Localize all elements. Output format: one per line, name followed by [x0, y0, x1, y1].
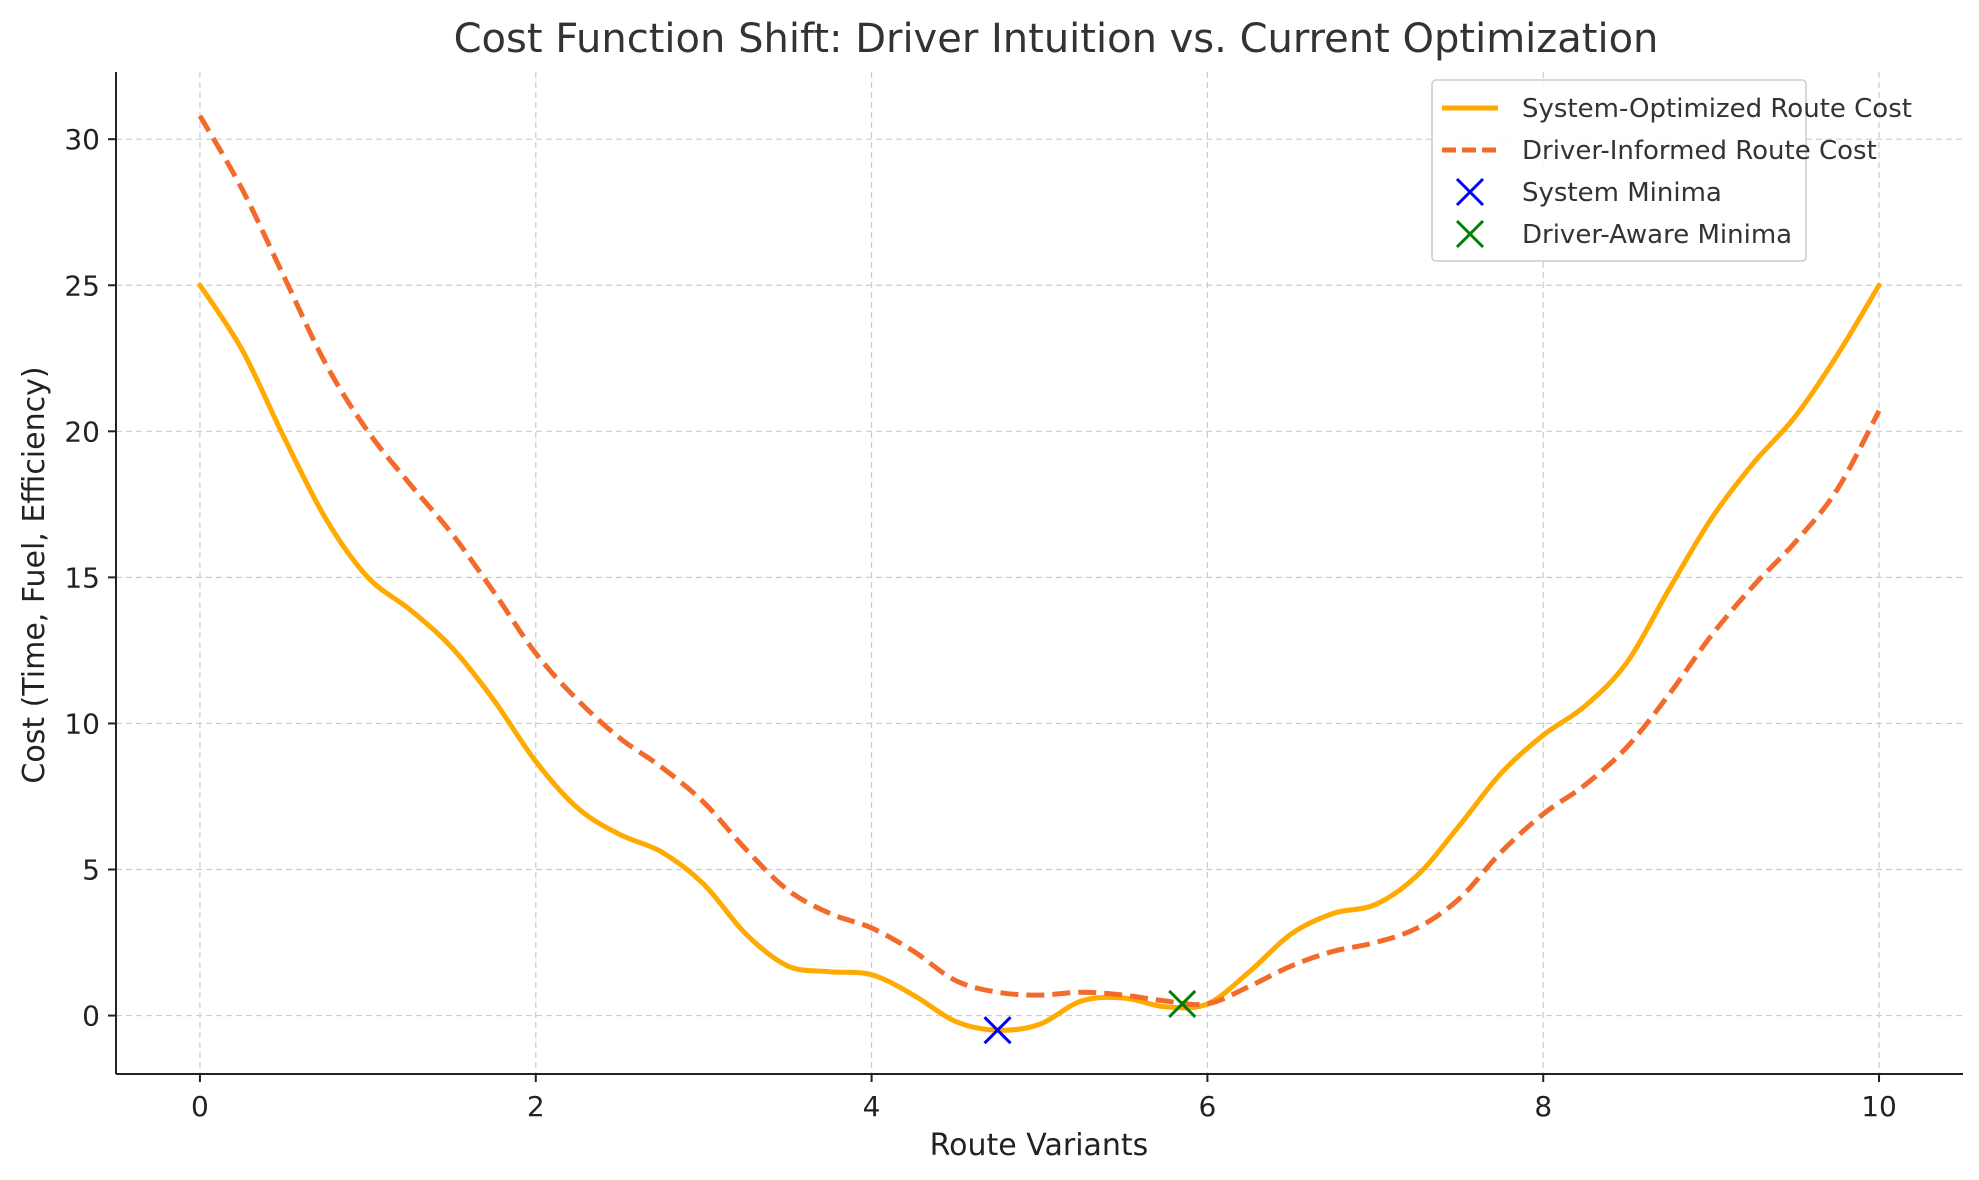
minima-markers	[983, 989, 1197, 1045]
legend-swatch	[1455, 219, 1485, 249]
y-tick-label: 10	[64, 707, 100, 740]
axes: 0 2 4 6 8 10 0 5 10 15 20 25 30	[64, 72, 1963, 1123]
y-tick-label: 5	[82, 854, 100, 887]
y-axis-label: Cost (Time, Fuel, Efficiency)	[17, 366, 52, 783]
legend-label: Driver-Aware Minima	[1522, 220, 1792, 250]
series-system-optimized-line	[197, 282, 1882, 1033]
x-tick-label: 4	[863, 1090, 881, 1123]
legend-label: System-Optimized Route Cost	[1522, 94, 1912, 124]
grid	[116, 72, 1963, 1074]
y-tick-label: 30	[64, 123, 100, 156]
y-tick-label: 0	[82, 1000, 100, 1033]
legend-box	[1431, 79, 1807, 262]
x-tick-label: 8	[1534, 1090, 1552, 1123]
y-tick-label: 15	[64, 561, 100, 594]
legend-item-system-optimized: System-Optimized Route Cost	[1442, 94, 1912, 124]
legend-item-system-minima: System Minima	[1455, 177, 1722, 208]
x-tick-label: 0	[191, 1090, 209, 1123]
y-tick-label: 20	[64, 415, 100, 448]
x-tick-label: 2	[527, 1090, 545, 1123]
y-tick-label: 25	[64, 269, 100, 302]
driver-aware-minima-marker	[1168, 989, 1197, 1018]
legend-item-driver-informed: Driver-Informed Route Cost	[1442, 136, 1877, 166]
series-driver-informed-line	[197, 114, 1882, 1008]
legend-label: System Minima	[1522, 178, 1722, 208]
series-group	[197, 114, 1882, 1033]
legend-label: Driver-Informed Route Cost	[1522, 136, 1877, 166]
chart-title: Cost Function Shift: Driver Intuition vs…	[454, 16, 1659, 62]
legend: System-Optimized Route Cost Driver-Inform…	[1431, 79, 1912, 262]
x-tick-label: 10	[1861, 1090, 1897, 1123]
legend-swatch	[1455, 177, 1485, 207]
x-axis-label: Route Variants	[930, 1128, 1149, 1163]
system-minima-marker	[983, 1016, 1012, 1045]
legend-item-driver-aware-minima: Driver-Aware Minima	[1455, 219, 1792, 250]
x-tick-label: 6	[1198, 1090, 1216, 1123]
